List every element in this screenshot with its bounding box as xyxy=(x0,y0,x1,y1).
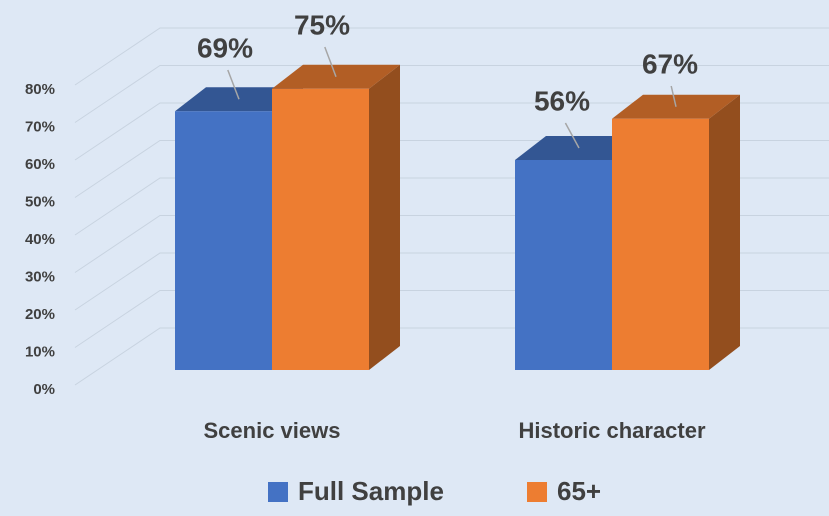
bar xyxy=(272,64,400,370)
y-tick-label: 30% xyxy=(25,268,55,285)
y-tick-label: 10% xyxy=(25,343,55,360)
leader-line xyxy=(324,46,337,78)
grid-line xyxy=(74,65,829,123)
leader-line xyxy=(670,85,677,107)
bar-side xyxy=(709,94,740,370)
legend-swatch xyxy=(268,482,288,502)
bar-front xyxy=(272,88,369,370)
legend-label: Full Sample xyxy=(298,476,444,506)
bar-side xyxy=(369,64,400,370)
legend-swatch xyxy=(527,482,547,502)
y-tick-label: 50% xyxy=(25,193,55,210)
y-tick-label: 70% xyxy=(25,118,55,135)
leader-line xyxy=(564,122,580,149)
bar-front xyxy=(175,111,272,370)
data-label: 67% xyxy=(642,48,698,79)
data-label: 69% xyxy=(197,32,253,63)
y-tick-label: 20% xyxy=(25,306,55,323)
x-tick-label: Scenic views xyxy=(204,418,341,443)
grid-line xyxy=(74,27,829,86)
bar-front xyxy=(612,118,709,370)
leader-line xyxy=(227,69,240,100)
y-tick-label: 80% xyxy=(25,81,55,98)
legend-label: 65+ xyxy=(557,476,601,506)
x-tick-label: Historic character xyxy=(518,418,706,443)
data-label: 56% xyxy=(534,85,590,116)
bar-front xyxy=(515,160,612,370)
data-label: 75% xyxy=(294,9,350,40)
y-tick-label: 60% xyxy=(25,156,55,173)
bar xyxy=(612,94,740,370)
grid-line xyxy=(74,102,829,161)
y-tick-label: 40% xyxy=(25,231,55,248)
y-tick-label: 0% xyxy=(33,381,55,398)
